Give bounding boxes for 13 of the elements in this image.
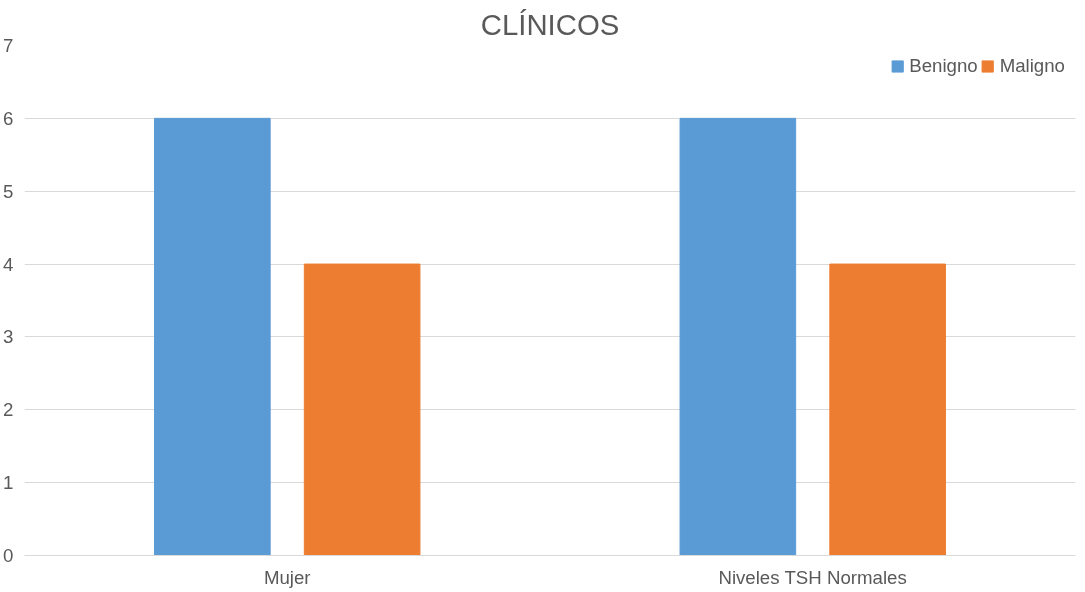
y-tick-label: 2 — [3, 399, 14, 421]
y-tick-label: 1 — [3, 472, 14, 494]
legend-label: Maligno — [999, 55, 1065, 77]
legend-label: Benigno — [909, 55, 978, 77]
y-tick-label: 6 — [3, 107, 14, 129]
x-tick-label: Mujer — [263, 566, 311, 588]
y-tick-label: 4 — [3, 253, 14, 275]
y-tick-label: 5 — [3, 180, 14, 202]
y-tick-label: 3 — [3, 326, 14, 348]
y-tick-label: 0 — [3, 545, 14, 566]
chart-title: CLÍNICOS — [480, 7, 620, 41]
x-tick-label: Niveles TSH Normales — [718, 566, 907, 588]
y-tick-label: 7 — [3, 35, 14, 56]
